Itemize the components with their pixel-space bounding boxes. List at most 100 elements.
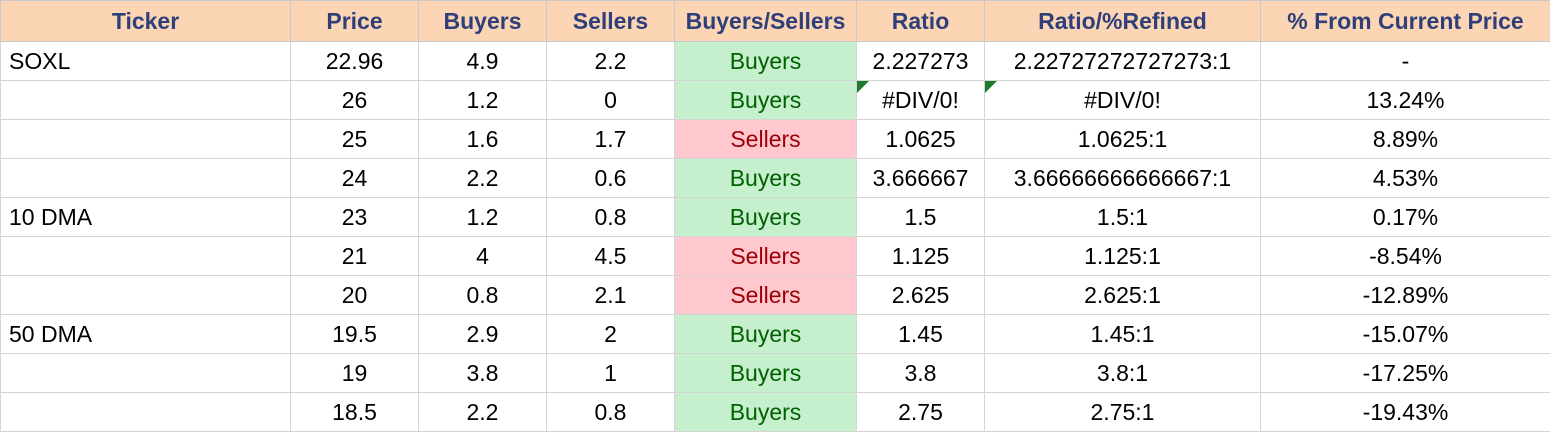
- cell-sellers[interactable]: 2: [546, 314, 675, 354]
- cell-ratio-refined-value: 1.45:1: [1090, 320, 1155, 347]
- header-ticker[interactable]: Ticker: [0, 0, 291, 42]
- cell-ratio-refined[interactable]: #DIV/0!: [984, 80, 1261, 120]
- cell-buyers[interactable]: 1.6: [418, 119, 547, 159]
- cell-price[interactable]: 18.5: [290, 392, 419, 432]
- cell-buyers[interactable]: 2.9: [418, 314, 547, 354]
- cell-sellers-value: 4.5: [594, 242, 627, 269]
- cell-ticker[interactable]: SOXL: [0, 41, 291, 81]
- cell-ticker[interactable]: [0, 275, 291, 315]
- header-ratio[interactable]: Ratio: [856, 0, 985, 42]
- cell-price-value: 26: [341, 86, 368, 113]
- cell-sellers[interactable]: 2.1: [546, 275, 675, 315]
- cell-ratio[interactable]: #DIV/0!: [856, 80, 985, 120]
- cell-pct-from-current[interactable]: -17.25%: [1260, 353, 1550, 393]
- header-buyers[interactable]: Buyers: [418, 0, 547, 42]
- cell-ratio[interactable]: 2.227273: [856, 41, 985, 81]
- cell-buyers[interactable]: 0.8: [418, 275, 547, 315]
- cell-ratio-refined[interactable]: 3.66666666666667:1: [984, 158, 1261, 198]
- cell-buyers-sellers[interactable]: Sellers: [674, 119, 857, 159]
- cell-price-value: 25: [341, 125, 368, 152]
- cell-sellers[interactable]: 0.8: [546, 197, 675, 237]
- cell-sellers[interactable]: 4.5: [546, 236, 675, 276]
- cell-buyers-sellers[interactable]: Buyers: [674, 80, 857, 120]
- cell-sellers[interactable]: 0.8: [546, 392, 675, 432]
- cell-price[interactable]: 20: [290, 275, 419, 315]
- cell-ratio-refined[interactable]: 2.22727272727273:1: [984, 41, 1261, 81]
- cell-pct-from-current[interactable]: 4.53%: [1260, 158, 1550, 198]
- cell-ticker[interactable]: 50 DMA: [0, 314, 291, 354]
- table-row: 21 4 4.5 Sellers 1.125 1.125:1 -8.54%: [0, 236, 1550, 276]
- cell-ratio-refined[interactable]: 2.75:1: [984, 392, 1261, 432]
- header-ratio-refined[interactable]: Ratio/%Refined: [984, 0, 1261, 42]
- cell-pct-from-current[interactable]: -19.43%: [1260, 392, 1550, 432]
- cell-pct-from-current[interactable]: 8.89%: [1260, 119, 1550, 159]
- cell-ticker[interactable]: [0, 119, 291, 159]
- cell-price[interactable]: 24: [290, 158, 419, 198]
- cell-buyers[interactable]: 3.8: [418, 353, 547, 393]
- cell-pct-from-current[interactable]: -15.07%: [1260, 314, 1550, 354]
- cell-price[interactable]: 21: [290, 236, 419, 276]
- cell-sellers[interactable]: 1.7: [546, 119, 675, 159]
- cell-ticker[interactable]: 10 DMA: [0, 197, 291, 237]
- cell-pct-from-current-value: -: [1401, 47, 1410, 74]
- cell-buyers[interactable]: 1.2: [418, 80, 547, 120]
- cell-pct-from-current[interactable]: -8.54%: [1260, 236, 1550, 276]
- cell-sellers[interactable]: 1: [546, 353, 675, 393]
- cell-pct-from-current[interactable]: -12.89%: [1260, 275, 1550, 315]
- cell-sellers[interactable]: 0: [546, 80, 675, 120]
- cell-buyers-sellers[interactable]: Buyers: [674, 41, 857, 81]
- cell-ratio-refined[interactable]: 2.625:1: [984, 275, 1261, 315]
- cell-pct-from-current-value: 4.53%: [1372, 164, 1439, 191]
- cell-buyers-sellers[interactable]: Buyers: [674, 158, 857, 198]
- cell-sellers[interactable]: 2.2: [546, 41, 675, 81]
- cell-ratio-refined[interactable]: 1.5:1: [984, 197, 1261, 237]
- cell-price[interactable]: 19.5: [290, 314, 419, 354]
- cell-price[interactable]: 25: [290, 119, 419, 159]
- cell-sellers-value: 2.2: [594, 47, 627, 74]
- cell-ticker[interactable]: [0, 392, 291, 432]
- cell-ticker[interactable]: [0, 236, 291, 276]
- cell-ratio[interactable]: 3.8: [856, 353, 985, 393]
- header-sellers[interactable]: Sellers: [546, 0, 675, 42]
- cell-buyers[interactable]: 2.2: [418, 392, 547, 432]
- header-pct-from-current[interactable]: % From Current Price: [1260, 0, 1550, 42]
- cell-ratio[interactable]: 1.5: [856, 197, 985, 237]
- header-price[interactable]: Price: [290, 0, 419, 42]
- cell-price[interactable]: 22.96: [290, 41, 419, 81]
- cell-ratio[interactable]: 3.666667: [856, 158, 985, 198]
- cell-buyers-sellers[interactable]: Buyers: [674, 353, 857, 393]
- cell-ratio[interactable]: 2.625: [856, 275, 985, 315]
- cell-buyers[interactable]: 4: [418, 236, 547, 276]
- cell-ratio-refined[interactable]: 3.8:1: [984, 353, 1261, 393]
- cell-pct-from-current[interactable]: -: [1260, 41, 1550, 81]
- cell-buyers-sellers[interactable]: Buyers: [674, 314, 857, 354]
- cell-buyers-sellers[interactable]: Sellers: [674, 275, 857, 315]
- cell-buyers-sellers[interactable]: Sellers: [674, 236, 857, 276]
- table-row: 18.5 2.2 0.8 Buyers 2.75 2.75:1 -19.43%: [0, 392, 1550, 432]
- cell-ratio-refined[interactable]: 1.45:1: [984, 314, 1261, 354]
- cell-price[interactable]: 23: [290, 197, 419, 237]
- cell-sellers[interactable]: 0.6: [546, 158, 675, 198]
- table-body: SOXL 22.96 4.9 2.2 Buyers 2.227273 2.227272727…: [0, 41, 1550, 432]
- cell-buyers[interactable]: 1.2: [418, 197, 547, 237]
- header-buyers-sellers[interactable]: Buyers/Sellers: [674, 0, 857, 42]
- cell-buyers[interactable]: 2.2: [418, 158, 547, 198]
- cell-ratio[interactable]: 1.45: [856, 314, 985, 354]
- table-row: 10 DMA 23 1.2 0.8 Buyers 1.5 1.5:1 0.17%: [0, 197, 1550, 237]
- cell-pct-from-current[interactable]: 13.24%: [1260, 80, 1550, 120]
- cell-ratio-refined[interactable]: 1.0625:1: [984, 119, 1261, 159]
- cell-buyers[interactable]: 4.9: [418, 41, 547, 81]
- cell-ratio-refined[interactable]: 1.125:1: [984, 236, 1261, 276]
- cell-ratio[interactable]: 1.125: [856, 236, 985, 276]
- cell-ratio[interactable]: 1.0625: [856, 119, 985, 159]
- cell-pct-from-current[interactable]: 0.17%: [1260, 197, 1550, 237]
- cell-price[interactable]: 26: [290, 80, 419, 120]
- cell-ticker[interactable]: [0, 80, 291, 120]
- cell-buyers-sellers[interactable]: Buyers: [674, 392, 857, 432]
- cell-price[interactable]: 19: [290, 353, 419, 393]
- cell-ticker[interactable]: [0, 353, 291, 393]
- cell-buyers-sellers[interactable]: Buyers: [674, 197, 857, 237]
- cell-ticker[interactable]: [0, 158, 291, 198]
- cell-ratio[interactable]: 2.75: [856, 392, 985, 432]
- cell-buyers-sellers-value: Buyers: [729, 86, 802, 113]
